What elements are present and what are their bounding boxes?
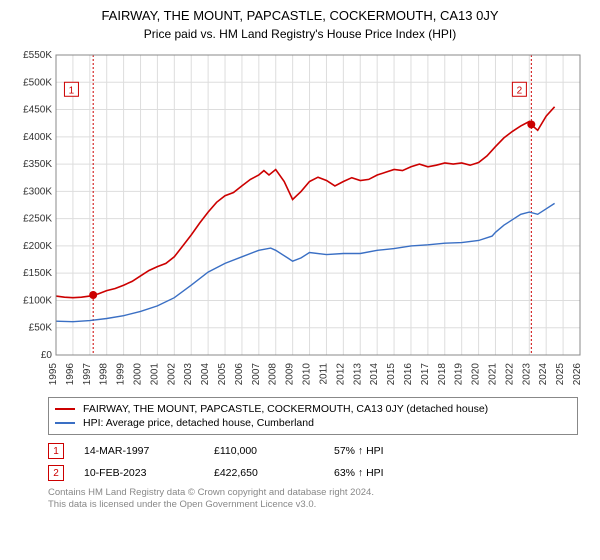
svg-text:2015: 2015 <box>386 363 397 386</box>
svg-text:2019: 2019 <box>454 363 465 386</box>
svg-text:£300K: £300K <box>23 186 52 197</box>
svg-text:2025: 2025 <box>555 363 566 386</box>
marker-table: 1 14-MAR-1997 £110,000 57% ↑ HPI 2 10-FE… <box>48 443 590 481</box>
marker-badge: 1 <box>48 443 64 459</box>
footer-note: Contains HM Land Registry data © Crown c… <box>48 487 590 512</box>
footer-line: Contains HM Land Registry data © Crown c… <box>48 487 590 499</box>
svg-text:2020: 2020 <box>471 363 482 386</box>
svg-text:£350K: £350K <box>23 159 52 170</box>
svg-text:2010: 2010 <box>302 363 313 386</box>
svg-text:2011: 2011 <box>318 363 329 385</box>
marker-date: 14-MAR-1997 <box>84 445 194 457</box>
legend-row: HPI: Average price, detached house, Cumb… <box>55 416 571 430</box>
svg-text:2008: 2008 <box>268 363 279 386</box>
svg-text:£250K: £250K <box>23 214 52 225</box>
marker-date: 10-FEB-2023 <box>84 467 194 479</box>
svg-text:£50K: £50K <box>29 323 53 334</box>
svg-text:1999: 1999 <box>116 363 127 386</box>
legend-label: HPI: Average price, detached house, Cumb… <box>83 417 314 429</box>
svg-text:2018: 2018 <box>437 363 448 386</box>
svg-text:£500K: £500K <box>23 77 52 88</box>
svg-text:2026: 2026 <box>572 363 583 386</box>
svg-text:2012: 2012 <box>335 363 346 386</box>
svg-text:2004: 2004 <box>200 363 211 386</box>
legend-box: FAIRWAY, THE MOUNT, PAPCASTLE, COCKERMOU… <box>48 397 578 435</box>
marker-hpi: 57% ↑ HPI <box>334 445 384 457</box>
svg-text:2: 2 <box>517 85 523 96</box>
marker-row: 2 10-FEB-2023 £422,650 63% ↑ HPI <box>48 465 590 481</box>
footer-line: This data is licensed under the Open Gov… <box>48 499 590 511</box>
legend-swatch-price <box>55 408 75 410</box>
svg-text:2017: 2017 <box>420 363 431 386</box>
svg-text:2009: 2009 <box>285 363 296 386</box>
svg-text:2014: 2014 <box>369 363 380 386</box>
svg-text:1997: 1997 <box>82 363 93 386</box>
svg-text:2000: 2000 <box>133 363 144 386</box>
svg-text:£400K: £400K <box>23 132 52 143</box>
chart-plot-area: £0 £50K £100K £150K £200K £250K £300K £350K £400… <box>10 49 590 389</box>
marker-price: £422,650 <box>214 467 314 479</box>
svg-text:2023: 2023 <box>521 363 532 386</box>
svg-text:2024: 2024 <box>538 363 549 386</box>
chart-subtitle: Price paid vs. HM Land Registry's House … <box>10 27 590 41</box>
svg-text:1996: 1996 <box>65 363 76 386</box>
svg-text:£0: £0 <box>41 350 53 361</box>
svg-text:2006: 2006 <box>234 363 245 386</box>
svg-text:2005: 2005 <box>217 363 228 386</box>
svg-text:1: 1 <box>69 85 75 96</box>
svg-text:£100K: £100K <box>23 295 52 306</box>
svg-text:£200K: £200K <box>23 241 52 252</box>
chart-title: FAIRWAY, THE MOUNT, PAPCASTLE, COCKERMOU… <box>10 8 590 23</box>
legend-row: FAIRWAY, THE MOUNT, PAPCASTLE, COCKERMOU… <box>55 402 571 416</box>
svg-text:1995: 1995 <box>48 363 59 386</box>
svg-text:£450K: £450K <box>23 105 52 116</box>
legend-label: FAIRWAY, THE MOUNT, PAPCASTLE, COCKERMOU… <box>83 403 488 415</box>
chart-svg: £0 £50K £100K £150K £200K £250K £300K £350K £400… <box>10 49 590 389</box>
svg-text:2007: 2007 <box>251 363 262 386</box>
chart-container: FAIRWAY, THE MOUNT, PAPCASTLE, COCKERMOU… <box>0 0 600 518</box>
svg-text:£150K: £150K <box>23 268 52 279</box>
svg-text:2016: 2016 <box>403 363 414 386</box>
marker-row: 1 14-MAR-1997 £110,000 57% ↑ HPI <box>48 443 590 459</box>
svg-text:2001: 2001 <box>149 363 160 386</box>
svg-text:2022: 2022 <box>504 363 515 386</box>
svg-text:2002: 2002 <box>166 363 177 386</box>
marker-price: £110,000 <box>214 445 314 457</box>
svg-text:2013: 2013 <box>352 363 363 386</box>
svg-text:2003: 2003 <box>183 363 194 386</box>
marker-hpi: 63% ↑ HPI <box>334 467 384 479</box>
svg-text:1998: 1998 <box>99 363 110 386</box>
svg-text:2021: 2021 <box>487 363 498 386</box>
marker-badge: 2 <box>48 465 64 481</box>
legend-swatch-hpi <box>55 422 75 424</box>
svg-text:£550K: £550K <box>23 50 52 61</box>
